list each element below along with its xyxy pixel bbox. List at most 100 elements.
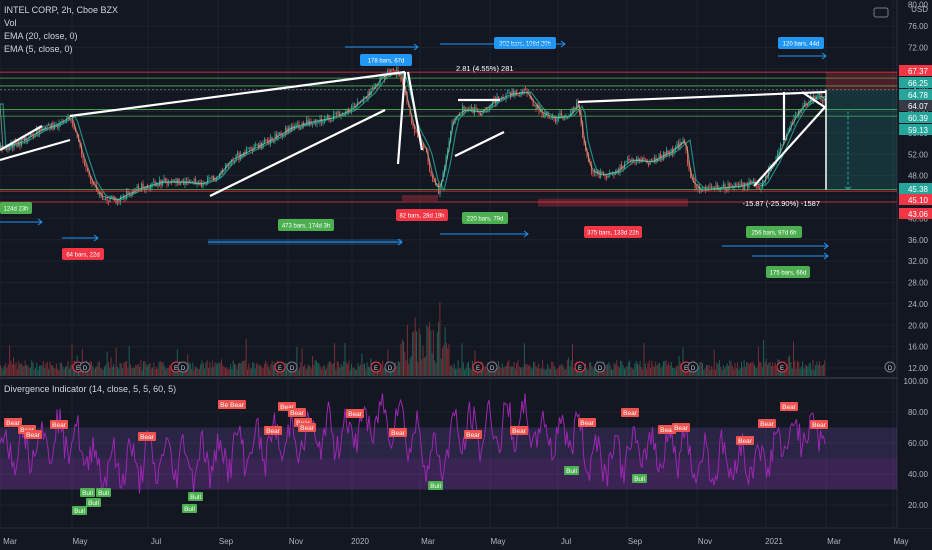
volume-bar: [789, 355, 791, 376]
price-axis-tick-partial: 80.00: [908, 1, 929, 10]
candle-body: [510, 92, 512, 96]
volume-bar: [590, 362, 592, 376]
candle-body: [97, 190, 99, 195]
measure-label: 256 bars, 97d 6h: [751, 231, 796, 237]
volume-bar: [594, 366, 596, 376]
price-tag-label: 60.39: [908, 114, 929, 123]
volume-bar: [40, 365, 42, 376]
candle-body: [232, 160, 234, 162]
event-marker-label: E: [476, 366, 480, 372]
candle-body: [354, 105, 356, 108]
candle-body: [621, 164, 623, 168]
volume-bar: [744, 366, 746, 376]
candle-body: [348, 109, 350, 112]
volume-bar: [136, 365, 138, 376]
volume-bar: [178, 367, 180, 376]
event-marker: [370, 361, 382, 373]
candle-body: [213, 175, 215, 181]
volume-bar: [44, 368, 46, 376]
volume-bar: [351, 363, 352, 376]
candle-body: [676, 143, 678, 148]
volume-bar: [696, 368, 698, 376]
volume-bar: [726, 363, 728, 376]
volume-bar: [449, 366, 451, 376]
candle-body: [739, 183, 741, 185]
candle-body: [756, 184, 758, 186]
volume-bar: [198, 369, 200, 376]
volume-bar: [7, 364, 9, 376]
candle-body: [88, 170, 90, 177]
volume-bar: [146, 366, 148, 376]
volume-bar: [737, 362, 739, 376]
volume-bar: [54, 368, 56, 376]
candle-body: [507, 92, 509, 94]
candle-body: [43, 127, 45, 130]
candle-body: [214, 180, 216, 182]
candle-body: [91, 180, 93, 184]
volume-bar: [117, 366, 118, 376]
volume-bar: [263, 364, 265, 376]
volume-bar: [375, 369, 377, 376]
divergence-indicator-legend[interactable]: Divergence Indicator (14, close, 5, 5, 6…: [4, 384, 177, 394]
measure-arrow-head: [93, 234, 99, 242]
candle-body: [777, 153, 779, 157]
volume-bar: [488, 369, 490, 376]
volume-bar: [704, 368, 706, 376]
volume-bar: [45, 363, 47, 376]
volume-bar: [546, 369, 547, 376]
candle-body: [229, 162, 231, 166]
volume-bar: [572, 344, 573, 376]
volume-bar: [668, 361, 670, 376]
volume-bar: [427, 327, 429, 376]
volume-bar: [222, 365, 224, 376]
event-marker: [472, 361, 484, 373]
volume-bar: [729, 360, 731, 376]
volume-bar: [312, 356, 313, 376]
volume-bar: [661, 365, 663, 376]
volume-bar: [569, 366, 571, 376]
candle-body: [180, 182, 182, 186]
candle-body: [138, 186, 140, 191]
volume-bar: [586, 368, 588, 376]
bear-signal-label: Bear: [220, 402, 235, 409]
volume-bar: [627, 362, 629, 376]
volume-legend[interactable]: Vol: [4, 18, 17, 28]
volume-bar: [507, 361, 508, 376]
candle-body: [792, 122, 794, 124]
volume-bar: [665, 360, 667, 376]
candle-body: [544, 112, 546, 118]
volume-bar: [149, 362, 151, 376]
event-marker-label: D: [83, 366, 88, 372]
volume-bar: [214, 362, 216, 376]
candle-body: [592, 171, 594, 173]
volume-bar: [646, 369, 648, 376]
price-candles: [0, 66, 827, 207]
candle-body: [73, 124, 75, 130]
trendline: [0, 138, 71, 162]
candle-body: [351, 106, 353, 112]
time-axis-bg: [0, 529, 932, 550]
volume-bar: [286, 363, 287, 376]
volume-bar: [434, 360, 436, 376]
ema-20-legend[interactable]: EMA (20, close, 0): [4, 31, 78, 41]
time-axis-label: Mar: [421, 537, 435, 546]
candle-body: [798, 110, 800, 116]
candle-body: [360, 100, 362, 103]
volume-bar: [188, 361, 190, 376]
candle-body: [90, 176, 92, 181]
volume-bar: [92, 365, 94, 376]
volume-bar: [313, 365, 315, 376]
symbol-legend[interactable]: INTEL CORP, 2h, Cboe BZX: [4, 5, 119, 15]
event-marker: [687, 361, 699, 373]
volume-bar: [752, 361, 754, 376]
bull-signal-bg: [86, 498, 101, 507]
price-axis-tick: 48.00: [908, 172, 929, 181]
measure-label: 178 bars, 67d: [368, 59, 405, 65]
volume-bar: [106, 351, 108, 376]
candle-body: [766, 175, 768, 177]
volume-bar: [364, 363, 365, 376]
ema-5-legend[interactable]: EMA (5, close, 0): [4, 44, 73, 54]
volume-bar: [228, 369, 230, 376]
candle-body: [649, 160, 651, 165]
